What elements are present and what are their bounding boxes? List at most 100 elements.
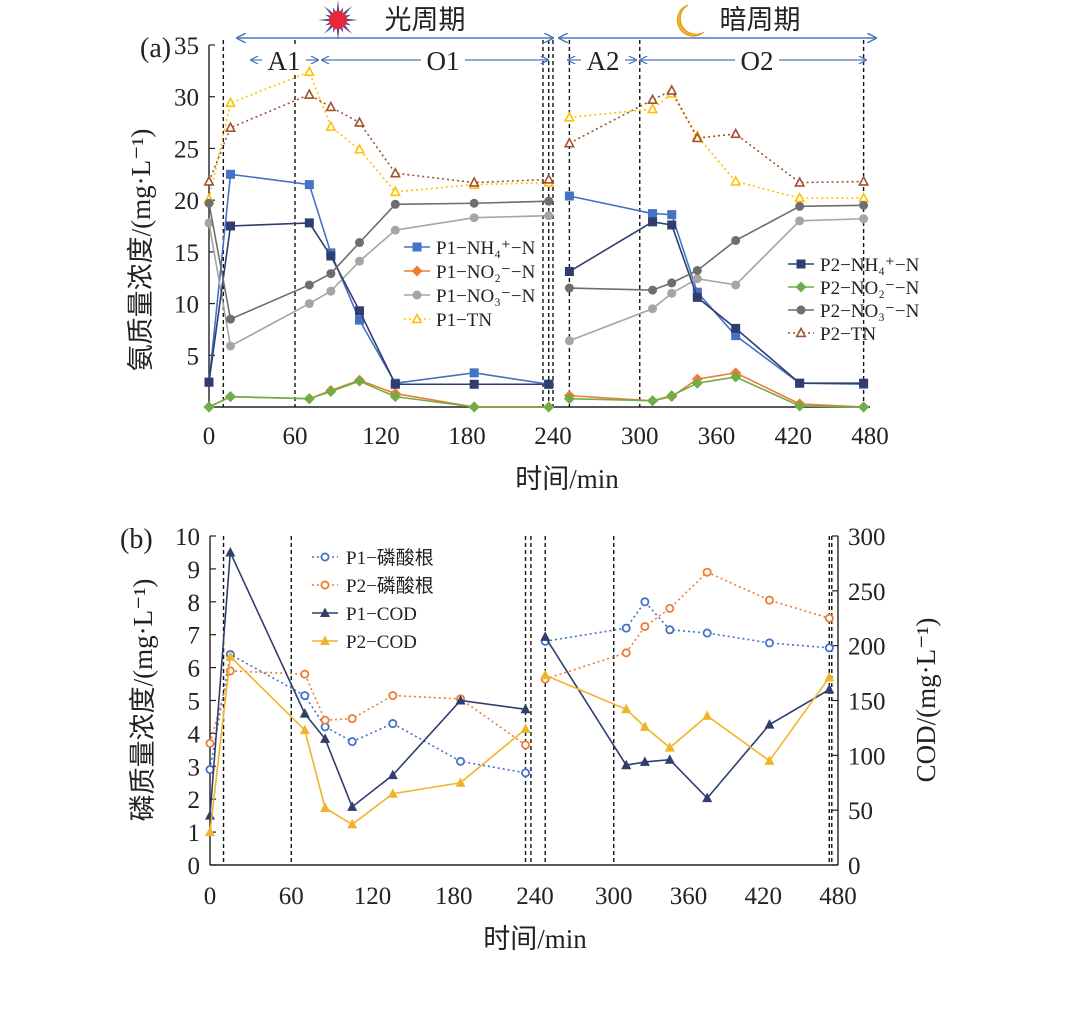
panel-a-left-legend-marker-0 bbox=[412, 242, 422, 252]
panel-a-point-8-4 bbox=[731, 331, 741, 341]
panel-b-ytick-right-label-2: 100 bbox=[848, 743, 886, 770]
panel-a-point-12-2 bbox=[667, 220, 677, 230]
panel-a-point-10-1 bbox=[648, 304, 658, 314]
sun-disc bbox=[329, 11, 347, 29]
panel-a-left-legend-marker-2 bbox=[412, 290, 422, 300]
panel-b-point-1-0 bbox=[205, 738, 215, 748]
panel-b-point-4-2 bbox=[640, 597, 650, 607]
panel-a-point-2-0 bbox=[204, 218, 214, 228]
panel-b-ytick-label-5: 5 bbox=[188, 689, 201, 716]
panel-b-xtick-label-0: 0 bbox=[204, 883, 217, 910]
panel-b-series-7 bbox=[540, 669, 835, 765]
panel-a-point-7-3 bbox=[325, 100, 337, 112]
panel-a-point-13-2 bbox=[666, 390, 678, 402]
panel-a-point-13-6 bbox=[858, 401, 870, 413]
panel-b-series-line-7 bbox=[544, 674, 830, 762]
panel-a-left-legend-marker-3 bbox=[411, 312, 423, 324]
panel-a-point-3-3 bbox=[325, 120, 337, 131]
panel-b-series-line-5 bbox=[544, 571, 830, 680]
panel-b-point-6-3 bbox=[664, 754, 675, 764]
panel-a-ytick-label-0: 5 bbox=[187, 343, 200, 370]
panel-a-point-0-4 bbox=[355, 315, 364, 325]
panel-a-point-6-4 bbox=[355, 238, 364, 248]
panel-b-point-1-2 bbox=[300, 669, 310, 679]
panel-a-point-5-3 bbox=[325, 385, 337, 397]
panel-a-point-12-4 bbox=[731, 323, 741, 333]
panel-a-point-11-1 bbox=[647, 102, 659, 114]
panel-a-point-14-5 bbox=[795, 201, 805, 211]
panel-a-series-6 bbox=[204, 196, 554, 324]
panel-b-label: (b) bbox=[120, 524, 153, 555]
panel-b-point-2-2 bbox=[299, 708, 310, 718]
panel-a-ytick-label-4: 25 bbox=[174, 136, 199, 163]
panel-a-series-line-2 bbox=[208, 214, 549, 348]
panel-b-legend-label-3: P2−COD bbox=[346, 632, 417, 653]
sun-ray-14 bbox=[342, 5, 353, 16]
sun-ray-4 bbox=[336, 27, 340, 40]
panel-b-series-line-0 bbox=[209, 653, 526, 774]
panel-a-point-12-1 bbox=[648, 217, 658, 227]
panel-a-point-4-2 bbox=[304, 218, 314, 228]
panel-a-series-line-9 bbox=[569, 372, 864, 408]
panel-b-point-7-0 bbox=[540, 669, 551, 680]
panel-a-legend-label-left-1: P1−NO₂⁻−N bbox=[436, 262, 536, 283]
panel-a-series-line-15 bbox=[569, 89, 864, 184]
panel-b-point-7-2 bbox=[639, 721, 650, 731]
panel-b-point-2-3 bbox=[320, 733, 331, 743]
panel-b-point-5-6 bbox=[824, 613, 834, 623]
panel-a-point-3-2 bbox=[303, 65, 315, 77]
panel-a-xtick-label-3: 180 bbox=[448, 423, 486, 450]
panel-a-point-12-0 bbox=[564, 267, 574, 277]
panel-b-xtick-label-3: 180 bbox=[435, 883, 473, 910]
panel-b-point-1-4 bbox=[347, 714, 357, 724]
panel-b-point-4-4 bbox=[702, 628, 712, 638]
panel-a-point-5-0 bbox=[203, 401, 215, 413]
panel-a-point-11-6 bbox=[858, 191, 870, 203]
panel-b-ytick-label-0: 0 bbox=[188, 853, 201, 880]
sun-ray-12 bbox=[336, 0, 340, 13]
panel-b-series-line-2 bbox=[209, 549, 526, 816]
panel-a-ytick-label-3: 20 bbox=[174, 188, 199, 215]
panel-a-point-4-3 bbox=[326, 251, 336, 261]
panel-a-point-10-3 bbox=[692, 274, 702, 284]
panel-a-xtick-label-8: 480 bbox=[851, 423, 889, 450]
panel-a-point-7-2 bbox=[303, 88, 315, 99]
panel-b-legend-label-1: P2−磷酸根 bbox=[346, 575, 434, 597]
panel-b-point-6-2 bbox=[639, 756, 650, 766]
panel-b-ytick-right-label-6: 300 bbox=[848, 524, 886, 551]
sun-ray-10 bbox=[323, 5, 334, 16]
panel-b-xtick-label-6: 360 bbox=[670, 883, 708, 910]
panel-b-ytick-label-6: 6 bbox=[188, 656, 201, 683]
phase-label-1: O1 bbox=[427, 46, 460, 76]
panel-b-point-2-7 bbox=[520, 703, 531, 714]
panel-b-point-0-7 bbox=[521, 768, 531, 778]
panel-a-left-legend-marker-1 bbox=[411, 265, 423, 277]
panel-a-series-line-7 bbox=[208, 93, 549, 184]
panel-a-point-4-5 bbox=[390, 379, 400, 389]
panel-a-point-14-2 bbox=[667, 278, 677, 288]
panel-a-point-15-5 bbox=[794, 176, 806, 187]
panel-b-xtick-label-4: 240 bbox=[516, 883, 554, 910]
panel-a-point-2-3 bbox=[326, 286, 336, 296]
sun-ray-2 bbox=[342, 24, 353, 35]
sun-icon bbox=[318, 0, 358, 40]
panel-a-point-7-5 bbox=[389, 167, 401, 178]
panel-a-series-5 bbox=[203, 375, 555, 413]
panel-a-point-12-5 bbox=[795, 378, 805, 388]
panel-a-series-line-6 bbox=[208, 200, 549, 321]
panel-b-point-5-2 bbox=[640, 621, 650, 631]
panel-a-label: (a) bbox=[140, 33, 171, 64]
panel-a-point-8-0 bbox=[564, 191, 574, 201]
panel-a-point-14-3 bbox=[692, 265, 702, 275]
panel-a-series-line-13 bbox=[569, 376, 864, 408]
panel-b-series-line-3 bbox=[209, 654, 527, 833]
panel-a-series-line-3 bbox=[208, 70, 549, 200]
sun-ray-8 bbox=[318, 18, 331, 22]
panel-a-legend-label-right-1: P2−NO₂⁻−N bbox=[820, 278, 920, 299]
panel-a-legend-label-right-0: P2−NH₄⁺−N bbox=[820, 255, 920, 276]
panel-a-series-13 bbox=[563, 371, 870, 413]
panel-a-legend-label-right-3: P2−TN bbox=[820, 324, 876, 345]
cycle-label-1: 暗周期 bbox=[720, 5, 801, 35]
